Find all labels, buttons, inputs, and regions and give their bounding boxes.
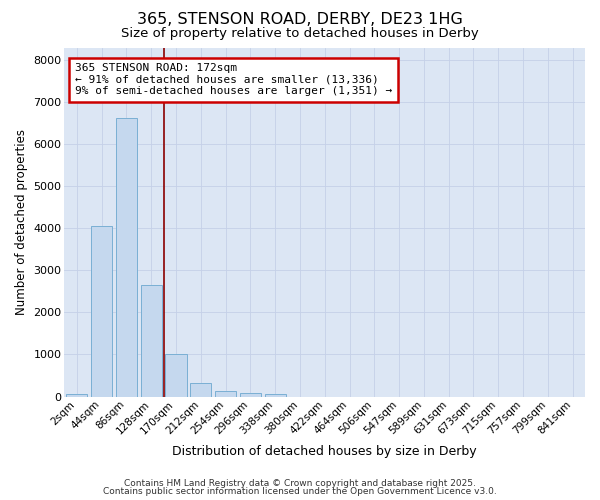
Bar: [240, 393, 261, 396]
Bar: [190, 383, 211, 396]
Text: 365 STENSON ROAD: 172sqm
← 91% of detached houses are smaller (13,336)
9% of sem: 365 STENSON ROAD: 172sqm ← 91% of detach…: [75, 63, 392, 96]
Y-axis label: Number of detached properties: Number of detached properties: [15, 129, 28, 315]
Text: Size of property relative to detached houses in Derby: Size of property relative to detached ho…: [121, 28, 479, 40]
Bar: [91, 226, 112, 396]
Text: Contains HM Land Registry data © Crown copyright and database right 2025.: Contains HM Land Registry data © Crown c…: [124, 478, 476, 488]
Bar: [166, 354, 187, 397]
Bar: [215, 392, 236, 396]
Bar: [116, 118, 137, 396]
Bar: [265, 394, 286, 396]
Text: Contains public sector information licensed under the Open Government Licence v3: Contains public sector information licen…: [103, 487, 497, 496]
Bar: [67, 394, 88, 396]
Text: 365, STENSON ROAD, DERBY, DE23 1HG: 365, STENSON ROAD, DERBY, DE23 1HG: [137, 12, 463, 28]
Bar: [140, 285, 162, 397]
X-axis label: Distribution of detached houses by size in Derby: Distribution of detached houses by size …: [172, 444, 477, 458]
